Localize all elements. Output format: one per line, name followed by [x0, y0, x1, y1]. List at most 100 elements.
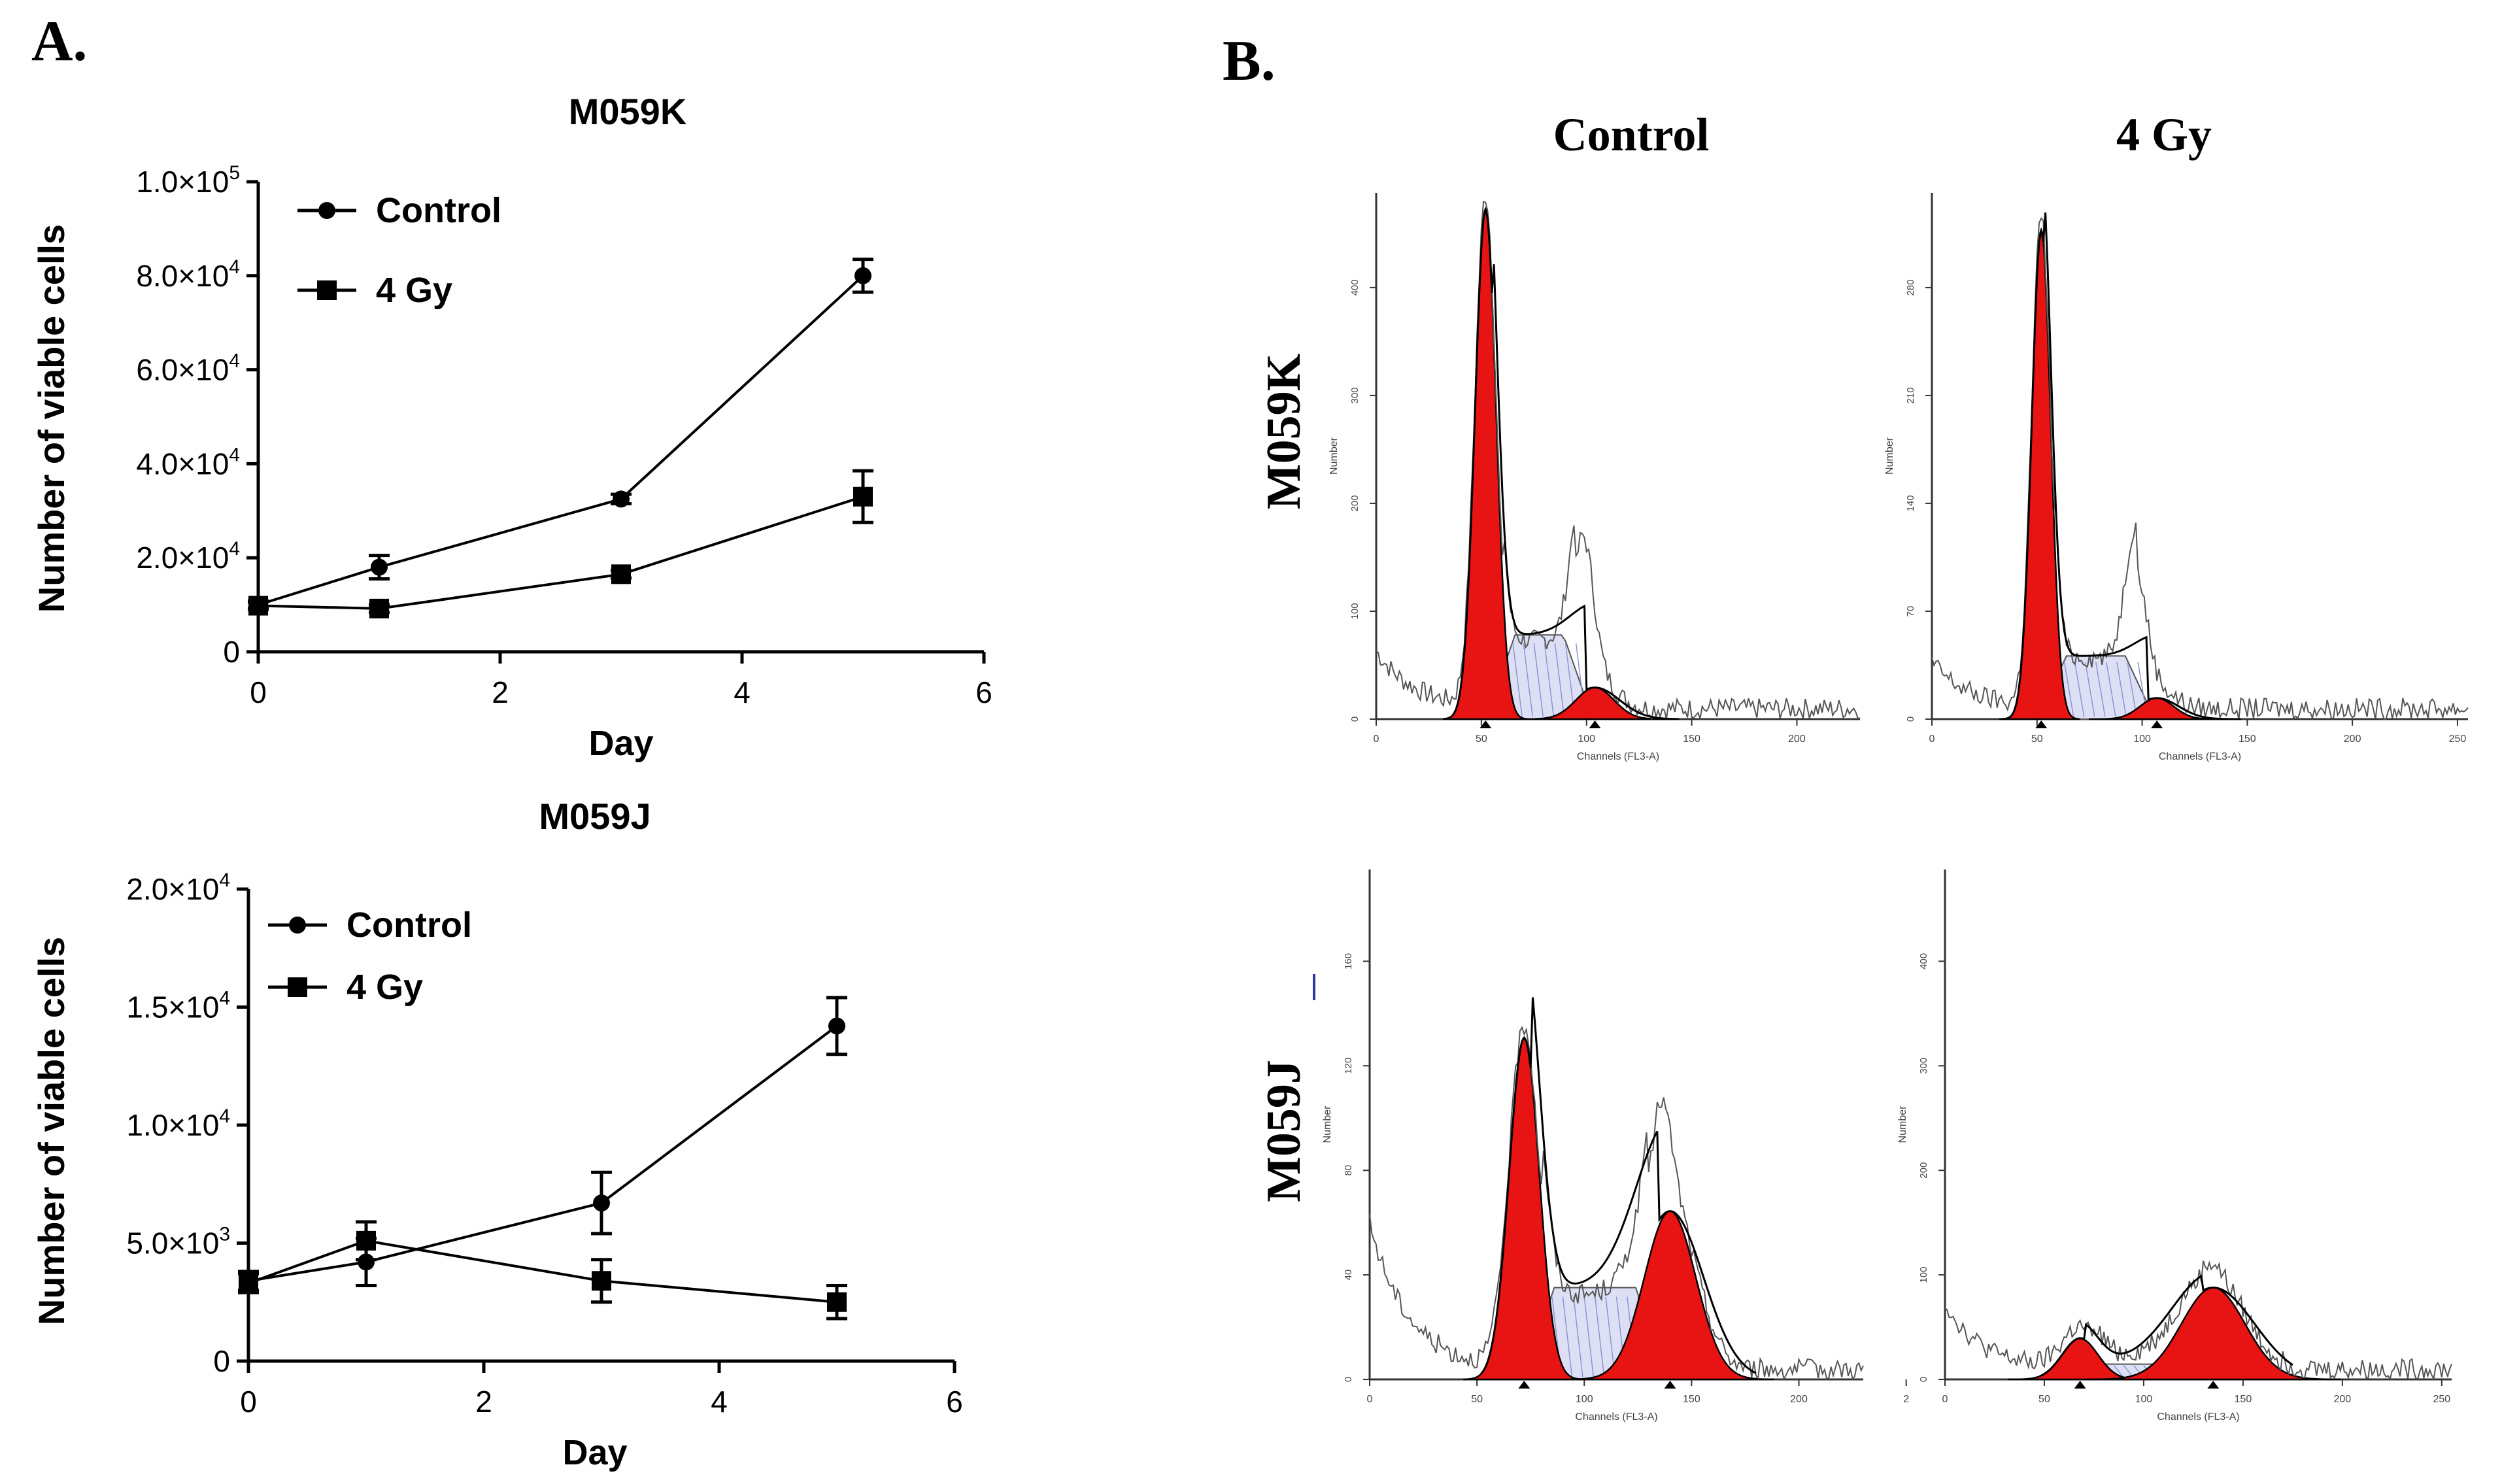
- data-point: [592, 1271, 611, 1291]
- histogram-y-axis-label: Number: [1897, 1105, 1908, 1143]
- histogram-m059j-control: 0 40 80 120 160 Number 0 50 100 150 200 2 Channels (…: [1322, 869, 1909, 1423]
- y-tick-label: 0: [223, 635, 240, 669]
- y-tick-label: 2.0×104: [136, 538, 240, 575]
- histogram-x-axis-label: Channels (FL3-A): [2159, 751, 2241, 762]
- legend-label: 4 Gy: [376, 271, 452, 310]
- histogram-y-tick-label: 0: [1918, 1377, 1929, 1382]
- y-tick-label: 0: [213, 1344, 230, 1378]
- flow-cytometry-panel: Control 4 Gy M059K M059J 0100200300400Nu…: [1257, 109, 2469, 1423]
- chart-title: M059J: [539, 796, 651, 837]
- line-chart-m059j: M059J Day Number of viable cells 0 5.0×10…: [31, 796, 963, 1472]
- data-point: [248, 596, 268, 616]
- x-tick-label: 4: [711, 1385, 728, 1419]
- histogram-y-tick-label: 200: [1918, 1162, 1929, 1179]
- histogram-y-tick-label: 70: [1905, 606, 1916, 617]
- y-tick-exponent: 3: [219, 1224, 230, 1245]
- y-tick-label: 2.0×104: [126, 869, 230, 906]
- histogram-y-tick-label: 80: [1343, 1165, 1354, 1176]
- legend-marker: [288, 977, 307, 997]
- histogram-y-tick-label: 120: [1343, 1058, 1354, 1074]
- s-phase-hatch: [1554, 643, 1565, 717]
- histogram-y-axis-label: Number: [1884, 437, 1895, 475]
- data-point: [853, 486, 873, 507]
- histogram-x-tick-label: 200: [2333, 1394, 2351, 1405]
- histogram-x-tick-label: 0: [1942, 1394, 1948, 1405]
- histogram-x-tick-label: 2: [1903, 1394, 1909, 1405]
- s-phase-hatch: [1573, 1296, 1583, 1377]
- histogram-x-tick-label: 0: [1374, 734, 1379, 745]
- panel-a-label: A.: [31, 10, 88, 73]
- column-label-4gy: 4 Gy: [2116, 109, 2212, 161]
- legend-label: Control: [347, 905, 472, 945]
- s-phase-hatch: [2095, 662, 2106, 717]
- peak-marker: [2151, 720, 2163, 728]
- y-tick-exponent: 4: [229, 256, 240, 278]
- s-phase-hatch: [1583, 1296, 1595, 1377]
- data-point: [827, 1292, 847, 1312]
- histogram-x-tick-label: 100: [2135, 1394, 2153, 1405]
- s-phase-hatch: [2074, 662, 2085, 717]
- histogram-y-tick-label: 210: [1905, 387, 1916, 403]
- y-axis-label: Number of viable cells: [31, 937, 72, 1325]
- fitted-envelope: [1480, 997, 1757, 1375]
- series-line: [248, 1024, 838, 1283]
- row-label-m059k: M059K: [1257, 354, 1311, 509]
- y-tick-exponent: 4: [219, 988, 230, 1009]
- histogram-x-tick-label: 200: [2344, 734, 2361, 745]
- histogram-x-tick-label: 0: [1367, 1394, 1373, 1405]
- data-point: [356, 1230, 376, 1251]
- x-tick-label: 2: [492, 675, 509, 709]
- histogram-x-tick-label: 50: [2031, 734, 2043, 745]
- peak-marker: [2035, 720, 2048, 728]
- fitted-envelope: [1443, 208, 1680, 720]
- histogram-y-tick-label: 0: [1905, 717, 1916, 722]
- histogram-y-axis-label: Number: [1322, 1105, 1333, 1143]
- s-phase-hatch: [2113, 1365, 2123, 1377]
- data-point: [854, 267, 871, 284]
- panel-b-label: B.: [1223, 29, 1276, 93]
- histogram-x-axis-label: Channels (FL3-A): [2157, 1411, 2239, 1423]
- line-chart-m059k: M059K Day Number of viable cells 0 2.0×10…: [31, 91, 992, 763]
- y-tick-label: 5.0×103: [126, 1224, 230, 1260]
- data-point: [613, 490, 630, 508]
- series-line: [258, 275, 864, 607]
- x-axis-label: Day: [588, 724, 653, 763]
- x-tick-label: 6: [975, 675, 992, 709]
- y-tick-label: 1.5×104: [126, 988, 230, 1024]
- s-phase-hatch: [2106, 662, 2116, 717]
- y-tick-label: 1.0×105: [136, 162, 240, 199]
- y-tick-label: 4.0×104: [136, 444, 240, 481]
- histogram-y-tick-label: 100: [1918, 1267, 1929, 1283]
- histogram-x-tick-label: 50: [2038, 1394, 2050, 1405]
- y-tick-exponent: 5: [229, 162, 240, 184]
- x-tick-label: 6: [946, 1385, 963, 1419]
- fitted-envelope: [1999, 212, 2241, 720]
- histogram-x-axis-label: Channels (FL3-A): [1577, 751, 1659, 762]
- y-tick-label: 6.0×104: [136, 350, 240, 387]
- legend-marker: [317, 280, 337, 300]
- histogram-x-tick-label: 50: [1471, 1394, 1483, 1405]
- histogram-x-tick-label: 150: [2239, 734, 2256, 745]
- raw-histogram-trace: [1931, 217, 2469, 720]
- histogram-x-tick-label: 100: [1578, 734, 1595, 745]
- legend-label: Control: [376, 191, 501, 230]
- legend-marker: [318, 202, 335, 219]
- histogram-y-tick-label: 300: [1349, 387, 1361, 403]
- y-tick-exponent: 4: [229, 538, 240, 560]
- histogram-y-tick-label: 0: [1349, 717, 1361, 722]
- peak-marker: [2074, 1381, 2086, 1389]
- legend-label: 4 Gy: [347, 968, 423, 1007]
- s-phase-hatch: [1562, 1296, 1573, 1377]
- y-tick-exponent: 4: [219, 1105, 230, 1127]
- data-point: [828, 1017, 845, 1035]
- s-phase-hatch: [1533, 643, 1544, 717]
- histogram-y-tick-label: 400: [1349, 279, 1361, 295]
- s-phase-hatch: [2116, 662, 2127, 717]
- data-point: [358, 1253, 375, 1271]
- x-tick-label: 0: [250, 675, 267, 709]
- histogram-y-tick-label: 400: [1918, 953, 1929, 970]
- histogram-y-tick-label: 280: [1905, 279, 1916, 295]
- y-tick-exponent: 4: [229, 350, 240, 372]
- s-phase-hatch: [1544, 643, 1555, 717]
